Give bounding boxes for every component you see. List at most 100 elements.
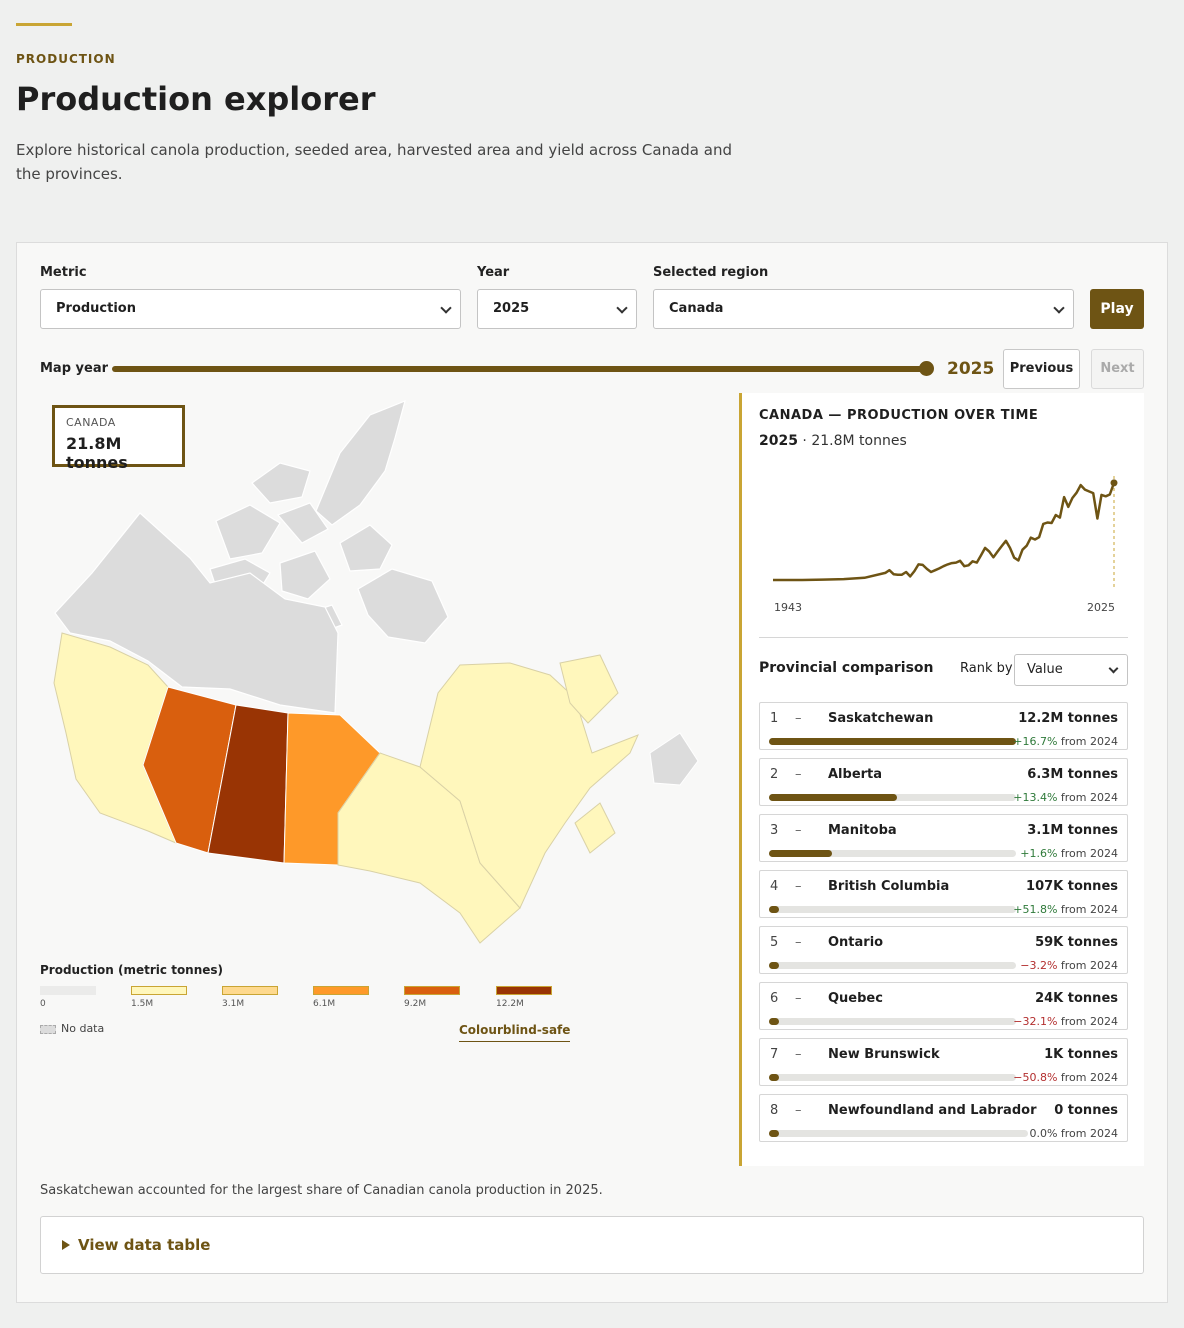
year-select[interactable]: 2025 [477, 289, 637, 329]
year-label: Year [477, 265, 510, 280]
page-title: Production explorer [16, 80, 376, 118]
map-island [339, 524, 393, 572]
comparison-row[interactable]: 4 – British Columbia 107K tonnes +51.8% from… [759, 870, 1128, 918]
trend-chart [773, 476, 1118, 588]
rank-by-select-value: Value [1027, 662, 1063, 677]
comparison-dash: – [795, 823, 802, 838]
comparison-bar-fill [769, 1130, 780, 1137]
summary-text: Saskatchewan accounted for the largest s… [40, 1183, 603, 1198]
legend-label: 12.2M [496, 999, 524, 1009]
comparison-value: 59K tonnes [1035, 935, 1118, 950]
trend-current-year: 2025 [759, 433, 798, 449]
comparison-change-from: from 2024 [1057, 1071, 1118, 1084]
legend-label: 3.1M [222, 999, 245, 1009]
comparison-bar-fill [769, 906, 779, 913]
legend-swatch [131, 986, 187, 995]
region-select-value: Canada [669, 301, 724, 316]
map-region-quebec [419, 662, 639, 909]
divider [759, 637, 1128, 638]
trend-current-point [1110, 479, 1118, 487]
map-year-slider-handle[interactable] [919, 361, 934, 376]
trend-current: 2025 · 21.8M tonnes [759, 433, 907, 449]
comparison-change-pct: +1.6% [1020, 847, 1058, 860]
comparison-province-name: Alberta [828, 767, 883, 782]
map-island [315, 399, 406, 526]
metric-select-value: Production [56, 301, 136, 316]
comparison-change-from: from 2024 [1057, 1015, 1118, 1028]
comparison-row[interactable]: 7 – New Brunswick 1K tonnes −50.8% from 2024 [759, 1038, 1128, 1086]
year-select-value: 2025 [493, 301, 530, 316]
comparison-row[interactable]: 2 – Alberta 6.3M tonnes +13.4% from 2024 [759, 758, 1128, 806]
comparison-change-pct: +51.8% [1013, 903, 1058, 916]
comparison-title: Provincial comparison [759, 660, 934, 676]
rank-by-select[interactable]: Value [1014, 654, 1128, 686]
comparison-province-name: British Columbia [828, 879, 950, 894]
comparison-province-name: Newfoundland and Labrador [828, 1103, 1037, 1118]
comparison-row[interactable]: 8 – Newfoundland and Labrador 0 tonnes 0.0% … [759, 1094, 1128, 1142]
comparison-change: −3.2% from 2024 [1020, 959, 1118, 972]
intro-text: Explore historical canola production, se… [16, 141, 732, 183]
play-button[interactable]: Play [1090, 289, 1144, 329]
metric-label: Metric [40, 265, 87, 280]
comparison-province-name: Manitoba [828, 823, 897, 838]
comparison-change-from: from 2024 [1057, 847, 1118, 860]
trend-x-start-label: 1943 [774, 601, 802, 614]
comparison-bar-track [769, 906, 1016, 913]
rank-by-label: Rank by [960, 661, 1013, 676]
comparison-row[interactable]: 6 – Quebec 24K tonnes −32.1% from 2024 [759, 982, 1128, 1030]
view-data-table-toggle[interactable]: View data table [40, 1216, 1144, 1274]
legend-label: 6.1M [313, 999, 336, 1009]
comparison-change: +16.7% from 2024 [1013, 735, 1118, 748]
comparison-rank: 2 [770, 767, 779, 782]
map-island [279, 550, 331, 600]
comparison-bar-track [769, 738, 1016, 745]
comparison-change: 0.0% from 2024 [1029, 1127, 1118, 1140]
map-region-no-data [649, 732, 699, 786]
comparison-bar-track [769, 1018, 1016, 1025]
eyebrow: PRODUCTION [16, 52, 116, 66]
legend-swatch [404, 986, 460, 995]
map-year-slider[interactable] [112, 366, 927, 372]
comparison-bar-track [769, 962, 1016, 969]
comparison-row[interactable]: 3 – Manitoba 3.1M tonnes +1.6% from 2024 [759, 814, 1128, 862]
comparison-rank: 7 [770, 1047, 779, 1062]
no-data-swatch [40, 1025, 56, 1034]
no-data-label: No data [61, 1022, 105, 1035]
comparison-rank: 6 [770, 991, 779, 1006]
canada-map [53, 399, 699, 944]
region-select[interactable]: Canada [653, 289, 1074, 329]
previous-button[interactable]: Previous [1003, 349, 1080, 389]
trend-current-value: · 21.8M tonnes [802, 433, 907, 449]
comparison-change: +51.8% from 2024 [1013, 903, 1118, 916]
comparison-change: −32.1% from 2024 [1013, 1015, 1118, 1028]
comparison-bar-track [769, 794, 1016, 801]
metric-select[interactable]: Production [40, 289, 461, 329]
comparison-dash: – [795, 879, 802, 894]
comparison-change-from: from 2024 [1057, 791, 1118, 804]
chevron-down-icon [440, 302, 452, 314]
comparison-bar-fill [769, 794, 897, 801]
next-button[interactable]: Next [1091, 349, 1144, 389]
comparison-row[interactable]: 1 – Saskatchewan 12.2M tonnes +16.7% from 20… [759, 702, 1128, 750]
comparison-bar-fill [769, 962, 779, 969]
comparison-change-from: from 2024 [1057, 1127, 1118, 1140]
comparison-bar-fill [769, 1018, 779, 1025]
comparison-province-name: Quebec [828, 991, 883, 1006]
comparison-change-from: from 2024 [1057, 735, 1118, 748]
comparison-bar-track [769, 1130, 1028, 1137]
chevron-down-icon [1108, 663, 1119, 674]
comparison-dash: – [795, 1047, 802, 1062]
comparison-dash: – [795, 991, 802, 1006]
map-year-label: Map year [40, 361, 109, 376]
legend-swatch [222, 986, 278, 995]
legend-label: 1.5M [131, 999, 154, 1009]
colourblind-safe-toggle[interactable]: Colourblind-safe [459, 1023, 571, 1042]
comparison-change-pct: 0.0% [1029, 1127, 1058, 1140]
chevron-down-icon [1053, 302, 1065, 314]
comparison-value: 12.2M tonnes [1018, 711, 1118, 726]
map-island [357, 568, 449, 644]
comparison-value: 1K tonnes [1044, 1047, 1118, 1062]
comparison-row[interactable]: 5 – Ontario 59K tonnes −3.2% from 2024 [759, 926, 1128, 974]
comparison-rank: 5 [770, 935, 779, 950]
comparison-value: 24K tonnes [1035, 991, 1118, 1006]
